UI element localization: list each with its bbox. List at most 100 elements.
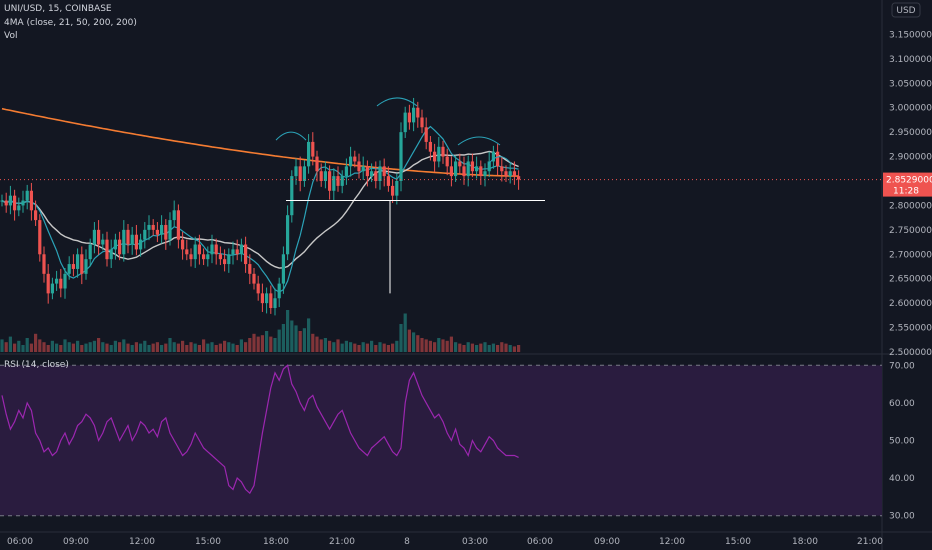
- candle-body: [290, 176, 294, 216]
- candle-body: [97, 229, 101, 245]
- candle-body: [349, 156, 353, 167]
- volume-bar: [84, 343, 88, 352]
- volume-bar: [109, 345, 113, 352]
- volume-bar: [13, 343, 17, 352]
- candle-body: [496, 151, 500, 167]
- time-tick-label: 12:00: [129, 537, 155, 547]
- volume-bar: [328, 340, 332, 352]
- candle-body: [134, 234, 138, 250]
- volume-bar: [239, 339, 243, 352]
- volume-bar: [454, 342, 458, 352]
- pattern-arc: [275, 131, 307, 141]
- volume-bar: [475, 345, 479, 352]
- volume-bar: [113, 340, 117, 352]
- volume-bar: [269, 336, 273, 352]
- candle-body: [59, 278, 63, 289]
- candle-body: [382, 166, 386, 177]
- candle-body: [281, 254, 285, 284]
- volume-bar: [428, 340, 432, 352]
- candle-body: [92, 229, 96, 245]
- time-tick-label: 21:00: [329, 537, 355, 547]
- candle-body: [101, 239, 105, 245]
- volume-bar: [391, 343, 395, 352]
- volume-bar: [403, 313, 407, 352]
- ma-legend: 4MA (close, 21, 50, 200, 200): [4, 18, 137, 28]
- rsi-band: [0, 365, 882, 516]
- candle-body: [370, 171, 374, 177]
- candle-body: [328, 171, 332, 191]
- candle-body: [357, 161, 361, 172]
- candle-body: [151, 224, 155, 230]
- time-tick-label: 15:00: [725, 537, 751, 547]
- candle-body: [231, 249, 235, 255]
- volume-bar: [441, 339, 445, 352]
- volume-bar: [517, 345, 521, 352]
- volume-bar: [92, 340, 96, 352]
- candle-body: [395, 181, 399, 196]
- volume-bar: [298, 331, 302, 352]
- pattern-arc: [457, 136, 501, 146]
- volume-bar: [416, 335, 420, 352]
- candle-body: [315, 156, 319, 172]
- candle-body: [399, 132, 403, 181]
- time-tick-label: 18:00: [263, 537, 289, 547]
- volume-bar: [504, 343, 508, 352]
- volume-bar: [214, 345, 218, 352]
- ma200-line: [1, 107, 519, 177]
- volume-bar: [466, 342, 470, 352]
- candle-body: [332, 176, 336, 191]
- candle-body: [202, 254, 206, 260]
- candle-body: [454, 161, 458, 177]
- candle-body: [13, 195, 17, 211]
- candle-body: [517, 176, 521, 180]
- volume-bar: [197, 345, 201, 352]
- candle-body: [139, 239, 143, 250]
- volume-bar: [130, 345, 134, 352]
- price-tick-label: 3.15000000: [889, 30, 932, 40]
- volume-bar: [281, 324, 285, 352]
- pattern-arc: [487, 156, 513, 165]
- rsi-tick-label: 30.00: [889, 512, 915, 522]
- candle-body: [155, 229, 159, 235]
- candle-body: [252, 273, 256, 284]
- volume-bar: [189, 342, 193, 352]
- candle-body: [437, 146, 441, 162]
- volume-bar: [294, 325, 298, 352]
- candle-body: [491, 151, 495, 162]
- volume-bar: [470, 343, 474, 352]
- volume-bar: [139, 343, 143, 352]
- volume-bar: [206, 343, 210, 352]
- volume-bar: [210, 342, 214, 352]
- volume-bar: [151, 343, 155, 352]
- volume-bar: [290, 320, 294, 352]
- volume-bar: [218, 343, 222, 352]
- candle-body: [391, 185, 395, 196]
- volume-bar: [487, 345, 491, 352]
- candle-body: [323, 171, 327, 181]
- candle-body: [210, 244, 214, 255]
- candle-body: [181, 239, 185, 250]
- candle-body: [445, 156, 449, 167]
- candle-body: [63, 273, 67, 289]
- volume-bar: [29, 343, 33, 352]
- candle-body: [462, 166, 466, 177]
- volume-bar: [126, 343, 130, 352]
- current-price-tag: [883, 172, 932, 197]
- volume-bar: [433, 342, 437, 352]
- candle-body: [50, 283, 54, 294]
- volume-bar: [105, 343, 109, 352]
- currency-badge: [891, 2, 921, 18]
- price-tick-label: 2.60000000: [889, 299, 932, 309]
- rsi-legend: RSI (14, close): [4, 360, 69, 370]
- candle-body: [458, 161, 462, 167]
- volume-bar: [252, 333, 256, 352]
- price-tick-label: 2.65000000: [889, 275, 932, 285]
- price-tick-label: 3.05000000: [889, 79, 932, 89]
- candle-body: [265, 293, 269, 304]
- price-tick-label: 2.95000000: [889, 128, 932, 138]
- candle-body: [302, 166, 306, 181]
- volume-bar: [412, 332, 416, 352]
- volume-bar: [370, 340, 374, 352]
- volume-bar: [118, 342, 122, 352]
